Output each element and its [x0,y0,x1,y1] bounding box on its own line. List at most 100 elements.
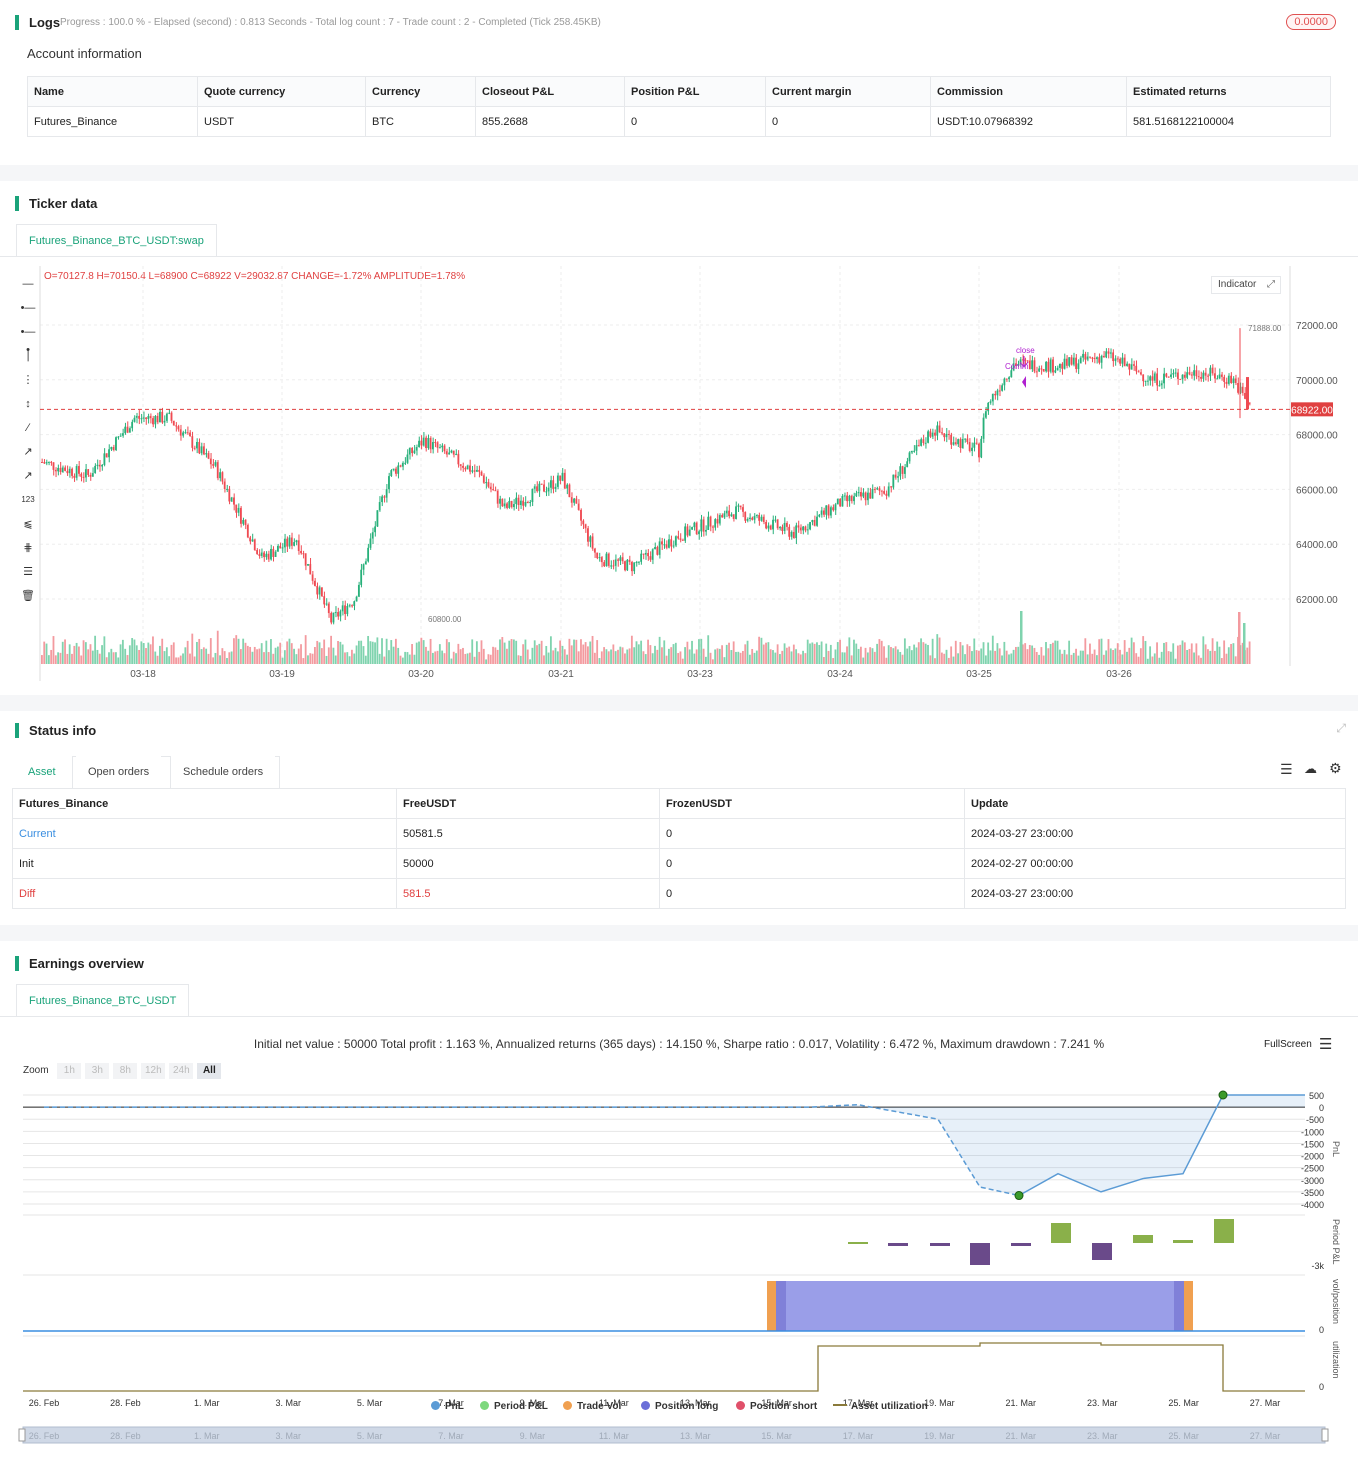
indicator-button[interactable]: Indicator ⤢ [1211,276,1281,294]
horizontal-line-tool-icon[interactable]: — [22,278,34,290]
zoom-all-button[interactable]: All [197,1063,222,1079]
account-cell: BTC [365,106,476,137]
vertical-ray-tool-icon[interactable]: ⋮ [22,374,34,386]
menu-icon[interactable]: ☰ [1319,1036,1333,1053]
volume-bar [295,654,298,664]
candle-body [679,538,682,540]
candle-body [739,505,742,508]
volume-bar [1105,650,1108,664]
volume-bar [242,638,245,664]
candle-body [221,472,224,482]
legend-pnl[interactable]: PnL [431,1401,464,1412]
volume-bar [260,643,263,664]
volume-bar [633,647,636,664]
legend-position-short[interactable]: Position short [736,1401,817,1412]
candle-body [411,447,413,454]
volume-bar [138,649,140,664]
volume-bar [1091,653,1094,664]
zoom-8h-button[interactable]: 8h [113,1063,138,1079]
trash-icon[interactable]: 🗑 [21,590,35,602]
cloud-download-icon[interactable]: ☁ [1304,761,1317,776]
parallel-channel-tool-icon[interactable]: ⫹ [23,518,33,530]
volume-bar [71,653,73,664]
volume-bar [536,645,538,664]
price-label-tool-icon[interactable]: 123 [21,495,35,504]
candle-body [938,425,941,433]
zoom-24h-button[interactable]: 24h [169,1063,194,1079]
list-icon[interactable]: ☰ [1280,761,1293,777]
candle-body [228,488,231,502]
volume-bar [1225,653,1228,664]
volume-bar [984,655,987,664]
volume-bar [1234,656,1237,664]
volume-bar [302,658,305,664]
volume-bar [196,641,198,664]
candle-body [473,470,476,472]
legend-asset-utilization[interactable]: Asset utilization [833,1401,928,1412]
price-axis-label: 72000.00 [1296,321,1338,332]
candle-body [934,432,936,436]
volume-bar [425,646,427,664]
fib-tool-icon[interactable]: ⋕ [23,542,33,554]
earnings-chart[interactable]: 500 0 -500 -1000 -1500 -2000 -2500 -3000 -3500 -4… [0,941,1358,1451]
candle-body [1195,370,1198,377]
vertical-segment-tool-icon[interactable]: ↕ [25,398,31,410]
trade-annotation-close: close [1016,346,1035,355]
zoom-3h-button[interactable]: 3h [85,1063,110,1079]
tab-schedule-orders[interactable]: Schedule orders [170,756,276,788]
candle-body [725,510,728,514]
candle-body [226,488,228,490]
legend-position-long[interactable]: Position long [641,1401,718,1412]
earnings-summary: Initial net value : 50000 Total profit :… [253,1037,1105,1051]
candle-body [307,564,309,566]
trend-line-tool-icon[interactable]: ∕ [27,422,29,434]
volume-bar [1061,653,1064,664]
settings-icon[interactable]: ⚙ [1329,760,1342,776]
candle-body [406,454,409,463]
grid-lines-tool-icon[interactable]: ☰ [23,566,33,578]
volume-bar [1020,611,1023,664]
horizontal-segment-tool-icon[interactable]: •—• [20,326,36,356]
candle-body [59,467,62,472]
cell-frozen: 0 [659,848,965,879]
volume-bar [739,652,742,664]
volume-bar [920,638,922,664]
arrow-line-tool-icon[interactable]: ↗ [23,470,33,482]
date-axis-label: 5. Mar [357,1398,383,1408]
zoom-12h-button[interactable]: 12h [141,1063,166,1079]
tab-ticker-symbol[interactable]: Futures_Binance_BTC_USDT:swap [16,224,217,256]
logs-badge[interactable]: 0.0000 [1286,14,1336,30]
volume-bar [526,649,529,664]
candle-body [1241,386,1244,393]
pnl-axis-label: -2500 [1301,1164,1324,1174]
candle-body [288,537,291,547]
candle-body [219,472,221,479]
legend-dot-icon [563,1401,572,1410]
tab-earnings-symbol[interactable]: Futures_Binance_BTC_USDT [16,984,190,1016]
vertical-line-tool-icon[interactable]: ∣ [25,350,31,362]
tab-open-orders[interactable]: Open orders [76,756,162,788]
candlestick-chart[interactable]: 72000.00 70000.00 68000.00 66000.00 64000.00… [0,266,1358,706]
horizontal-ray-tool-icon[interactable]: •— [20,302,36,314]
volume-bar [1209,650,1212,664]
cell-free: 581.5 [396,878,660,909]
volume-bar [1089,643,1091,664]
candle-body [920,439,922,446]
zoom-1h-button[interactable]: 1h [57,1063,82,1079]
collapse-icon[interactable]: ⤢ [1336,721,1346,735]
candle-body [961,438,964,448]
volume-bar [1190,643,1193,664]
legend-period-pnl[interactable]: Period P&L [480,1401,548,1412]
volume-bar [656,649,659,664]
volume-bar [1077,655,1080,664]
legend-trade-vol[interactable]: Trade Vol [563,1401,621,1412]
volume-bar [1100,638,1103,664]
row-label-current[interactable]: Current [12,818,397,849]
ray-line-tool-icon[interactable]: ↗ [23,446,33,458]
volume-bar [1165,642,1168,664]
volume-bar [184,647,187,664]
fullscreen-button[interactable]: FullScreen [1264,1039,1312,1050]
tab-asset[interactable]: Asset [12,756,73,788]
volume-bar [501,637,504,664]
volume-bar [702,648,705,664]
